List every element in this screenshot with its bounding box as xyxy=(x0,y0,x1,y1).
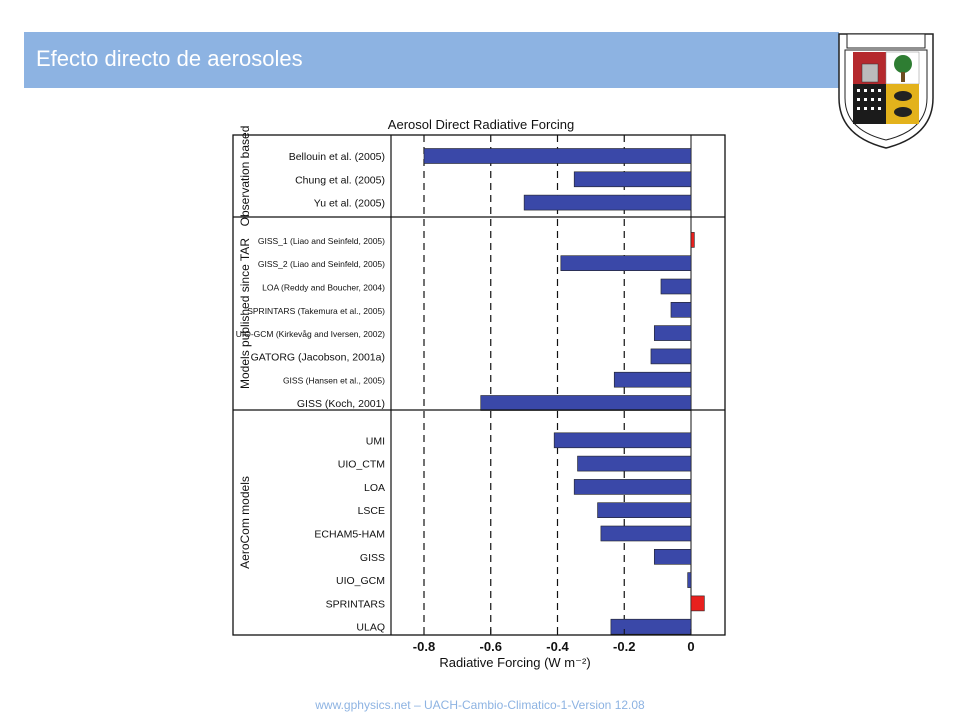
bar xyxy=(653,548,692,565)
bar xyxy=(610,618,692,635)
row-label: GATORG (Jacobson, 2001a) xyxy=(251,351,385,363)
x-tick-label: -0.6 xyxy=(480,639,502,654)
group-label: AeroCom models xyxy=(238,476,252,569)
row-label: GISS_2 (Liao and Seinfeld, 2005) xyxy=(258,259,385,269)
bar xyxy=(660,278,692,295)
chart-title: Aerosol Direct Radiative Forcing xyxy=(388,117,574,132)
bar xyxy=(423,148,692,164)
row-label: Yu et al. (2005) xyxy=(314,198,385,210)
row-label: LOA xyxy=(364,482,385,494)
bar xyxy=(577,455,692,472)
bar xyxy=(650,348,692,365)
row-label: LSCE xyxy=(358,505,385,517)
bar xyxy=(670,301,692,318)
row-label: GISS xyxy=(360,552,385,564)
row-label: Bellouin et al. (2005) xyxy=(289,151,385,163)
row-label: ECHAM5-HAM xyxy=(314,529,385,541)
row-label: GISS (Hansen et al., 2005) xyxy=(283,376,385,386)
x-tick-label: -0.2 xyxy=(613,639,635,654)
slide-title: Efecto directo de aerosoles xyxy=(36,46,303,71)
bar xyxy=(653,325,692,341)
row-label: Chung et al. (2005) xyxy=(295,174,385,186)
row-label: UIO_GCM xyxy=(336,575,385,587)
row-label: GISS_1 (Liao and Seinfeld, 2005) xyxy=(258,236,385,246)
footer-text: www.gphysics.net – UACH-Cambio-Climatico… xyxy=(315,698,645,712)
group-label: Models published since TAR xyxy=(238,238,252,389)
bar xyxy=(690,595,705,612)
row-label: LOA (Reddy and Boucher, 2004) xyxy=(262,283,385,293)
bar xyxy=(560,255,692,271)
bar xyxy=(573,171,692,188)
university-logo xyxy=(838,33,934,149)
bar xyxy=(690,232,695,248)
bar xyxy=(553,432,692,449)
bar xyxy=(480,395,692,411)
title-bar: Efecto directo de aerosoles xyxy=(24,32,839,88)
x-tick-label: 0 xyxy=(687,639,694,654)
row-label: UIO-GCM (Kirkevåg and Iversen, 2002) xyxy=(236,329,385,339)
bar xyxy=(613,371,692,388)
bar xyxy=(523,194,692,211)
x-tick-label: -0.8 xyxy=(413,639,435,654)
bar xyxy=(573,479,692,495)
row-label: SPRINTARS xyxy=(326,598,385,610)
row-label: UIO_CTM xyxy=(338,459,385,471)
row-label: SPRINTARS (Takemura et al., 2005) xyxy=(247,306,385,316)
bar xyxy=(597,502,692,519)
row-label: GISS (Koch, 2001) xyxy=(297,398,385,410)
bar xyxy=(687,572,692,588)
group-label: Observation based xyxy=(238,126,252,227)
bar xyxy=(600,525,692,542)
x-axis-label: Radiative Forcing (W m⁻²) xyxy=(439,655,590,670)
row-label: ULAQ xyxy=(356,622,385,634)
x-tick-label: -0.4 xyxy=(546,639,569,654)
row-label: UMI xyxy=(366,435,385,447)
chart-frame xyxy=(232,134,726,636)
